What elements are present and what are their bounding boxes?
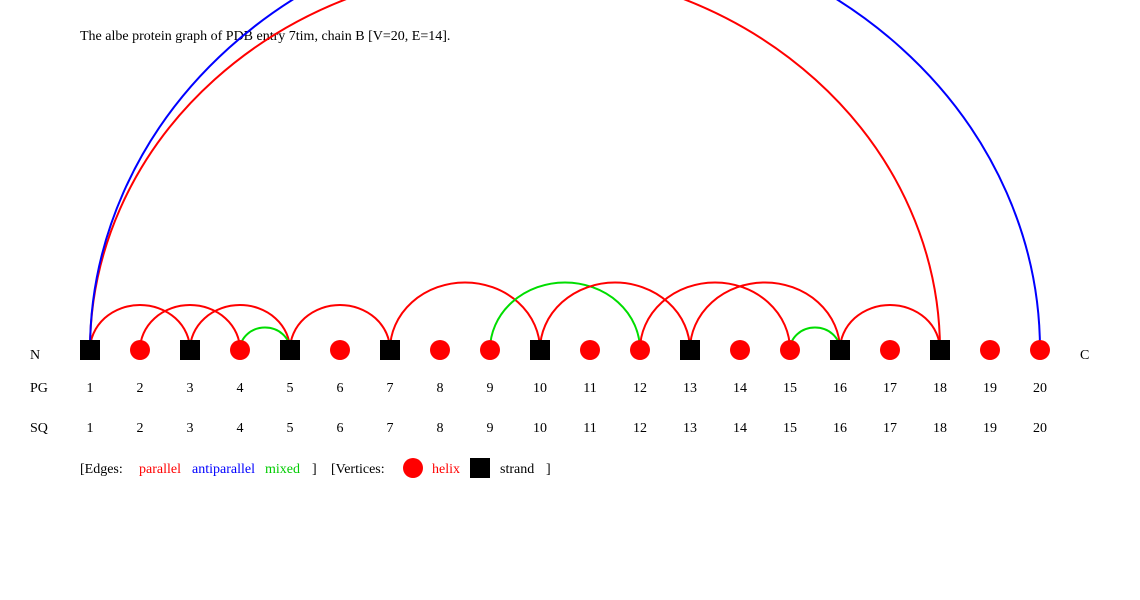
sq-label-6: 6 [337,421,344,436]
legend-helix-icon [403,458,423,478]
legend-edges-suffix: ] [312,462,317,477]
vertex-layer [80,340,1050,360]
pg-label-11: 11 [583,381,596,396]
legend-parallel-label: parallel [139,462,181,477]
sq-label-16: 16 [833,421,847,436]
pg-label-13: 13 [683,381,697,396]
sq-label-19: 19 [983,421,997,436]
vertex-9-helix [480,340,500,360]
legend-strand-label: strand [500,462,534,477]
pg-label-15: 15 [783,381,797,396]
edge-13-16-parallel [690,282,840,350]
pg-label-10: 10 [533,381,547,396]
vertex-20-helix [1030,340,1050,360]
vertex-19-helix [980,340,1000,360]
pg-label-1: 1 [87,381,94,396]
edge-7-10-parallel [390,282,540,350]
legend-strand-icon [470,458,490,478]
pg-label-17: 17 [883,381,897,396]
vertex-14-helix [730,340,750,360]
pg-label-5: 5 [287,381,294,396]
sq-label-8: 8 [437,421,444,436]
sq-label-5: 5 [287,421,294,436]
edge-layer [90,0,1040,350]
vertex-5-strand [280,340,300,360]
sq-label-12: 12 [633,421,647,436]
vertex-18-strand [930,340,950,360]
vertex-17-helix [880,340,900,360]
vertex-8-helix [430,340,450,360]
sq-label-15: 15 [783,421,797,436]
vertex-11-helix [580,340,600,360]
pg-row-label: PG [30,381,48,396]
vertex-3-strand [180,340,200,360]
vertex-7-strand [380,340,400,360]
vertex-10-strand [530,340,550,360]
sq-label-14: 14 [733,421,747,436]
edge-9-12-mixed [490,282,640,350]
pg-label-18: 18 [933,381,947,396]
edge-12-15-parallel [640,282,790,350]
sq-label-2: 2 [137,421,144,436]
sq-label-20: 20 [1033,421,1047,436]
sq-label-17: 17 [883,421,897,436]
legend-edges-prefix: [Edges: [80,462,123,477]
pg-label-7: 7 [387,381,394,396]
pg-label-8: 8 [437,381,444,396]
legend: [Edges: parallel antiparallel mixed ] [V… [80,458,551,478]
legend-antiparallel-label: antiparallel [192,462,255,477]
pg-number-row: 1 2 3 4 5 6 7 8 9 10 11 12 13 14 15 16 17 18 19 20 [87,381,1048,396]
sq-label-18: 18 [933,421,947,436]
vertex-4-helix [230,340,250,360]
pg-label-14: 14 [733,381,747,396]
sq-label-13: 13 [683,421,697,436]
n-terminus-label: N [30,348,40,363]
c-terminus-label: C [1080,348,1089,363]
pg-label-4: 4 [237,381,244,396]
vertex-12-helix [630,340,650,360]
sq-label-10: 10 [533,421,547,436]
pg-label-6: 6 [337,381,344,396]
pg-label-19: 19 [983,381,997,396]
sq-label-1: 1 [87,421,94,436]
vertex-2-helix [130,340,150,360]
sq-number-row: 1 2 3 4 5 6 7 8 9 10 11 12 13 14 15 16 17 18 19 20 [87,421,1048,436]
vertex-13-strand [680,340,700,360]
sq-label-7: 7 [387,421,394,436]
pg-label-2: 2 [137,381,144,396]
edge-1-20-antiparallel [90,0,1040,350]
legend-vertices-suffix: ] [546,462,551,477]
pg-label-20: 20 [1033,381,1047,396]
sq-label-11: 11 [583,421,596,436]
pg-label-3: 3 [187,381,194,396]
vertex-1-strand [80,340,100,360]
pg-label-9: 9 [487,381,494,396]
sq-row-label: SQ [30,421,48,436]
legend-helix-label: helix [432,462,460,477]
pg-label-16: 16 [833,381,847,396]
sq-label-9: 9 [487,421,494,436]
legend-mixed-label: mixed [265,462,300,477]
legend-vertices-prefix: [Vertices: [331,462,385,477]
edge-10-13-parallel [540,283,690,350]
sq-label-3: 3 [187,421,194,436]
vertex-15-helix [780,340,800,360]
vertex-6-helix [330,340,350,360]
sq-label-4: 4 [237,421,244,436]
pg-label-12: 12 [633,381,647,396]
vertex-16-strand [830,340,850,360]
